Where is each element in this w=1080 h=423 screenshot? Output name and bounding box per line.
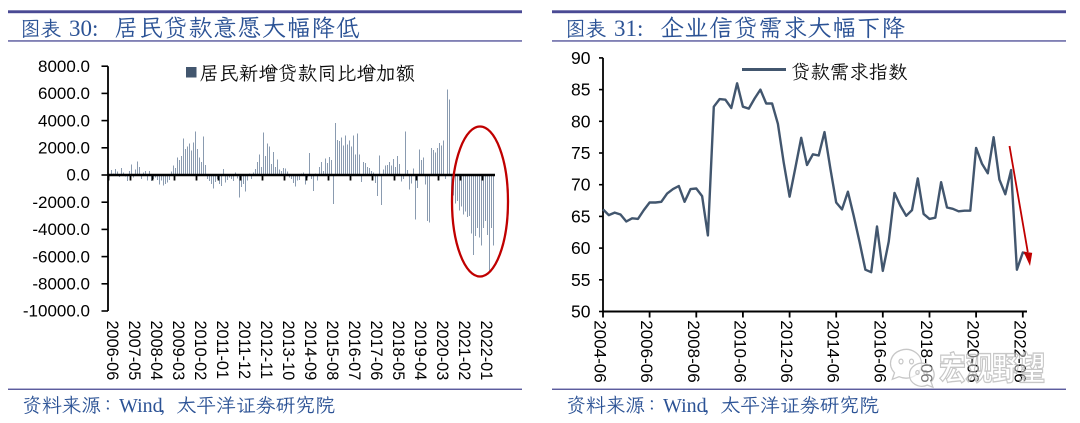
svg-text:2004-06: 2004-06 [591,320,610,382]
svg-text:90: 90 [571,48,591,68]
svg-text:-6000.0: -6000.0 [32,247,90,266]
svg-text:2008-06: 2008-06 [684,320,703,382]
svg-text:65: 65 [571,206,590,226]
svg-text:70: 70 [571,175,591,195]
svg-text:-4000.0: -4000.0 [32,220,90,239]
svg-text:0.0: 0.0 [66,166,90,185]
svg-text:2012-06: 2012-06 [777,320,796,382]
svg-text:2014-09: 2014-09 [301,321,319,381]
svg-text:2006-06: 2006-06 [637,320,656,382]
svg-text:2015-08: 2015-08 [323,321,341,381]
svg-text:2011-01: 2011-01 [213,321,231,380]
svg-text:2011-12: 2011-12 [235,321,253,380]
svg-text:2010-06: 2010-06 [730,320,749,382]
svg-text:8000.0: 8000.0 [38,57,90,76]
svg-text:2008-04: 2008-04 [147,321,165,381]
svg-text:2019-04: 2019-04 [411,321,429,381]
svg-text:55: 55 [571,270,590,290]
svg-text:-2000.0: -2000.0 [32,193,90,212]
svg-text:2021-02: 2021-02 [455,321,473,381]
svg-text:,: , [704,395,709,417]
svg-text:2009-03: 2009-03 [169,321,187,381]
svg-text:60: 60 [571,238,591,258]
svg-text:Wind: Wind [663,395,707,417]
svg-text:2020-03: 2020-03 [433,321,451,381]
svg-text:2012-11: 2012-11 [257,321,275,380]
svg-text:2017-06: 2017-06 [367,321,385,381]
svg-text:-8000.0: -8000.0 [32,275,90,294]
svg-text:2014-06: 2014-06 [824,320,843,382]
svg-text:2007-05: 2007-05 [125,321,143,381]
svg-text:2013-10: 2013-10 [279,321,297,381]
svg-text:80: 80 [571,111,591,131]
svg-text:,: , [160,395,165,417]
svg-text:2016-06: 2016-06 [870,320,889,382]
svg-text:2022-01: 2022-01 [477,321,495,381]
svg-text:2016-07: 2016-07 [345,321,363,381]
svg-text:2018-05: 2018-05 [389,321,407,381]
svg-text:4000.0: 4000.0 [38,111,90,130]
svg-text:30:: 30: [69,16,98,41]
svg-text:31:: 31: [614,16,643,41]
svg-text:Wind: Wind [119,395,163,417]
svg-text:2006-06: 2006-06 [103,321,121,381]
svg-text:85: 85 [571,80,590,100]
svg-text:75: 75 [571,143,590,163]
svg-text:6000.0: 6000.0 [38,84,90,103]
svg-text:2000.0: 2000.0 [38,139,90,158]
svg-text:2010-02: 2010-02 [191,321,209,381]
svg-text:50: 50 [571,302,591,322]
svg-text:-10000.0: -10000.0 [23,302,90,321]
